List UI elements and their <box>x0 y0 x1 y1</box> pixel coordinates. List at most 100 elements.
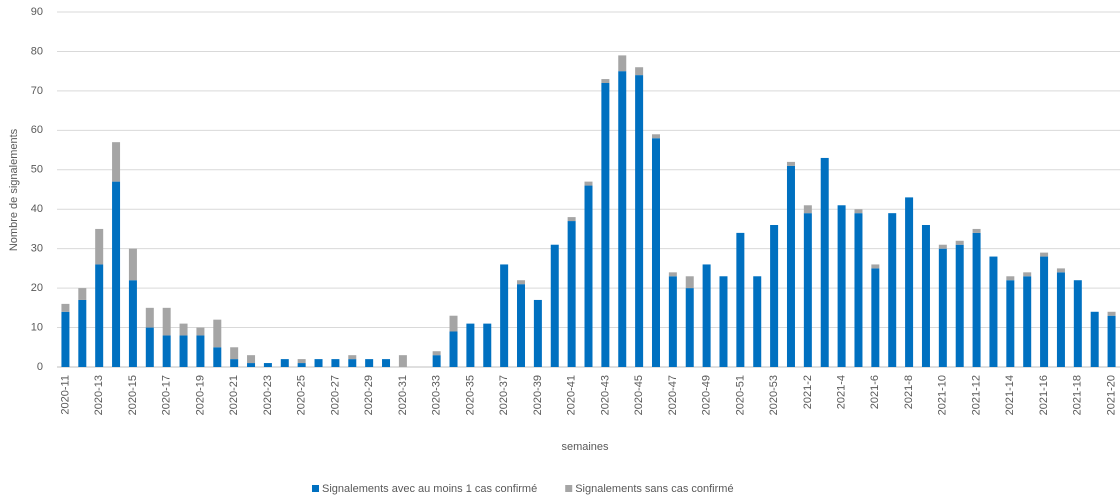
bar-segment <box>888 213 897 367</box>
bar-segment <box>837 205 846 367</box>
bar-segment <box>179 335 188 367</box>
bar-segment <box>921 225 930 367</box>
bar-segment <box>601 83 610 367</box>
x-tick-label: 2021-16 <box>1038 375 1050 415</box>
x-tick-label: 2020-29 <box>363 375 375 415</box>
bar-segment <box>955 244 964 367</box>
bar-segment <box>635 67 644 76</box>
bar-segment <box>567 217 576 222</box>
bar-segment <box>786 161 795 166</box>
bar-segment <box>517 280 526 285</box>
y-tick-label: 20 <box>31 282 43 294</box>
bar-segment <box>297 363 306 367</box>
bar-segment <box>736 232 745 367</box>
x-tick-label: 2020-27 <box>329 375 341 415</box>
x-tick-label: 2020-43 <box>599 375 611 415</box>
x-tick-label: 2021-6 <box>869 375 881 409</box>
bar-segment <box>786 165 795 367</box>
x-tick-label: 2020-21 <box>228 375 240 415</box>
bar-segment <box>162 307 171 336</box>
bar-segment <box>449 315 458 332</box>
bar-segment <box>517 284 526 367</box>
bar-segment <box>179 323 188 336</box>
bar-segment <box>61 303 70 312</box>
bar-segment <box>398 355 407 367</box>
bar-segment <box>651 138 660 367</box>
bar-segment <box>314 359 323 367</box>
bar-segment <box>382 359 391 367</box>
x-tick-label: 2020-23 <box>262 375 274 415</box>
bar-segment <box>230 359 239 367</box>
bar-segment <box>128 280 137 367</box>
y-tick-label: 80 <box>31 45 43 57</box>
bar-segment <box>213 319 222 348</box>
bar-segment <box>297 359 306 364</box>
x-tick-label: 2021-4 <box>836 375 848 409</box>
bar-segment <box>365 359 374 367</box>
x-tick-label: 2020-13 <box>93 375 105 415</box>
bar-segment <box>1040 256 1049 367</box>
x-tick-label: 2020-17 <box>161 375 173 415</box>
bar-segment <box>719 276 728 367</box>
bar-segment <box>584 181 593 186</box>
x-tick-label: 2021-8 <box>903 375 915 409</box>
bar-segment <box>955 240 964 245</box>
y-axis-label: Nombre de signalements <box>8 128 20 251</box>
bar-segment <box>803 205 812 214</box>
bar-segment <box>331 359 340 367</box>
bar-segment <box>1073 280 1082 367</box>
x-tick-label: 2020-37 <box>498 375 510 415</box>
bar-segment <box>145 307 154 328</box>
bar-segment <box>230 347 239 360</box>
bar-segment <box>432 351 441 356</box>
y-tick-label: 90 <box>31 6 43 18</box>
y-tick-label: 10 <box>31 321 43 333</box>
bar-segment <box>803 213 812 367</box>
y-tick-label: 0 <box>37 361 43 373</box>
bar-segment <box>500 264 509 367</box>
bar-segment <box>854 213 863 367</box>
x-axis-label: semaines <box>561 441 609 453</box>
bar-segment <box>702 264 711 367</box>
bar-segment <box>618 55 627 72</box>
bar-segment <box>112 142 121 182</box>
bar-segment <box>854 209 863 214</box>
bar-segment <box>1107 315 1116 367</box>
bar-segment <box>78 288 87 300</box>
bar-segment <box>668 272 677 277</box>
legend-label: Signalements avec au moins 1 cas confirm… <box>322 483 537 495</box>
bar-segment <box>196 335 205 367</box>
bar-segment <box>635 75 644 367</box>
bar-segment <box>668 276 677 367</box>
bar-segment <box>449 331 458 367</box>
bar-segment <box>938 244 947 249</box>
bar-segment <box>1023 276 1032 367</box>
y-tick-label: 50 <box>31 164 43 176</box>
y-tick-label: 30 <box>31 243 43 255</box>
bar-segment <box>432 355 441 367</box>
x-tick-label: 2020-39 <box>532 375 544 415</box>
bar-segment <box>1056 268 1065 273</box>
y-tick-label: 40 <box>31 203 43 215</box>
bar-segment <box>1040 252 1049 257</box>
bar-segment <box>972 232 981 367</box>
bar-segment <box>196 327 205 336</box>
bar-segment <box>770 225 779 367</box>
bar-segment <box>618 71 627 368</box>
bar-segment <box>533 299 542 367</box>
bar-segment <box>112 181 121 367</box>
x-tick-label: 2020-31 <box>397 375 409 415</box>
bar-segment <box>145 327 154 367</box>
bar-segment <box>651 134 660 139</box>
bar-segment <box>247 363 256 367</box>
bar-segment <box>263 363 272 367</box>
y-tick-label: 60 <box>31 124 43 136</box>
bar-segment <box>871 264 880 269</box>
bar-segment <box>95 264 104 367</box>
bar-segment <box>1090 311 1099 367</box>
x-tick-label: 2020-33 <box>431 375 443 415</box>
bar-segment <box>348 355 357 360</box>
x-tick-label: 2021-18 <box>1072 375 1084 415</box>
x-tick-label: 2020-49 <box>701 375 713 415</box>
legend-swatch <box>312 485 319 492</box>
